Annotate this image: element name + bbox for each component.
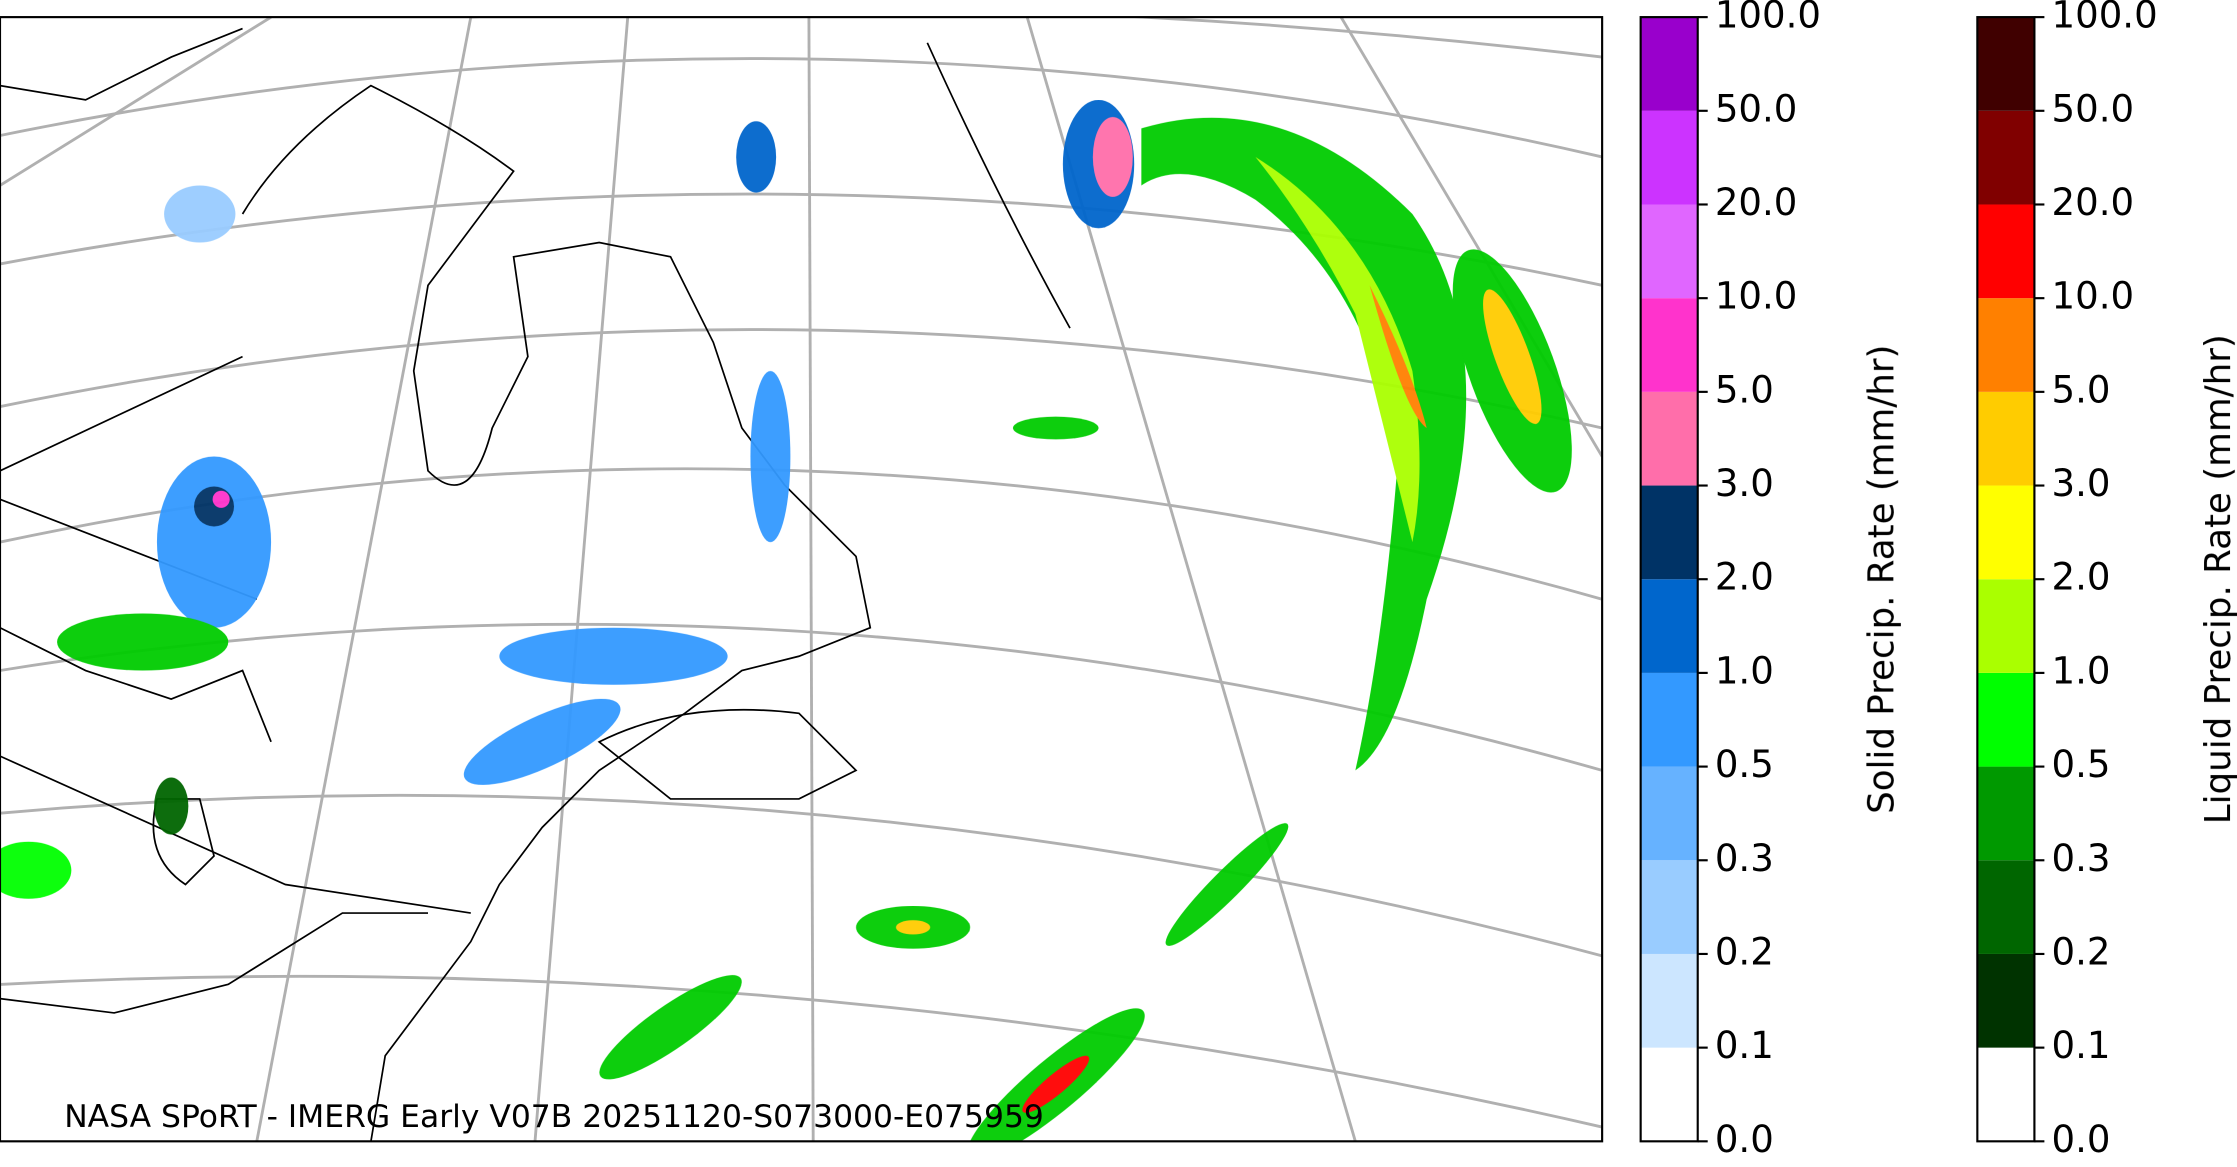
colorbar-segment (1977, 860, 2035, 954)
colorbar-tick-label: 0.5 (2052, 743, 2111, 786)
coastlines (0, 27, 1071, 1142)
colorbars: 0.0 0.1 0.2 0.3 0.5 1.0 2.0 3.0 5.0 10.0 20.0 50.0 1… (1639, 0, 2237, 1161)
colorbar-segment (1977, 579, 2035, 673)
colorbar-segment (1977, 391, 2035, 486)
colorbar-tick-label: 2.0 (2052, 556, 2111, 599)
colorbar-tick-label: 0.2 (2052, 930, 2111, 973)
colorbar-segment (1640, 1047, 1698, 1142)
colorbar-segment (1640, 17, 1698, 111)
colorbar-tick-label: 0.2 (1715, 930, 1774, 973)
colorbar-tick-label: 1.0 (1715, 649, 1774, 692)
colorbar-tick-label: 0.1 (2052, 1024, 2111, 1067)
colorbar-segment (1977, 1047, 2035, 1142)
colorbar-tick-label: 5.0 (2052, 368, 2111, 411)
colorbar-title: Liquid Precip. Rate (mm/hr) (2198, 334, 2237, 824)
colorbar-tick-label: 100.0 (2052, 0, 2158, 37)
colorbar-segment (1977, 672, 2035, 767)
colorbar-tick-label: 10.0 (2052, 275, 2135, 318)
colorbar-segment (1977, 204, 2035, 299)
colorbar-tick-label: 3.0 (2052, 462, 2111, 505)
colorbar: 0.0 0.1 0.2 0.3 0.5 1.0 2.0 3.0 5.0 10.0 20.0 50.0 1… (1976, 0, 2237, 1161)
colorbar-segment (1640, 860, 1698, 954)
map (0, 17, 1603, 1142)
colorbar-segment (1977, 485, 2035, 580)
colorbar-segment (1640, 579, 1698, 673)
colorbar-segment (1640, 953, 1698, 1048)
colorbar-tick-label: 0.3 (1715, 837, 1774, 880)
colorbar-tick-label: 50.0 (2052, 87, 2135, 130)
colorbar-tick-label: 20.0 (2052, 181, 2135, 224)
colorbar-segment (1640, 485, 1698, 580)
colorbar-segment (1640, 672, 1698, 767)
colorbar-tick-label: 2.0 (1715, 556, 1774, 599)
colorbar-tick-label: 0.5 (1715, 743, 1774, 786)
colorbar-segment (1977, 953, 2035, 1048)
colorbar-segment (1977, 766, 2035, 861)
colorbar-tick-label: 3.0 (1715, 462, 1774, 505)
colorbar-segment (1640, 391, 1698, 486)
colorbar-tick-label: 10.0 (1715, 275, 1798, 318)
colorbar-tick-label: 20.0 (1715, 181, 1798, 224)
colorbar-tick-label: 0.0 (1715, 1118, 1774, 1161)
colorbar-tick-label: 0.1 (1715, 1024, 1774, 1067)
colorbar-tick-label: 50.0 (1715, 87, 1798, 130)
colorbar-segment (1977, 17, 2035, 111)
colorbar-title: Solid Precip. Rate (mm/hr) (1861, 345, 1902, 814)
colorbar-segment (1640, 110, 1698, 205)
colorbar-tick-label: 1.0 (2052, 649, 2111, 692)
colorbar-segment (1977, 110, 2035, 205)
colorbar-segment (1640, 204, 1698, 299)
map-caption: NASA SPoRT - IMERG Early V07B 20251120-S… (64, 1099, 1044, 1135)
map-frame (0, 16, 1604, 1143)
colorbar-segment (1640, 298, 1698, 392)
colorbar-tick-label: 0.0 (2052, 1118, 2111, 1161)
precipitation (0, 99, 1572, 1142)
colorbar-tick-label: 0.3 (2052, 837, 2111, 880)
colorbar: 0.0 0.1 0.2 0.3 0.5 1.0 2.0 3.0 5.0 10.0 20.0 50.0 1… (1639, 0, 1902, 1161)
colorbar-segment (1977, 298, 2035, 392)
colorbar-tick-label: 100.0 (1715, 0, 1821, 37)
colorbar-segment (1640, 766, 1698, 861)
colorbar-tick-label: 5.0 (1715, 368, 1774, 411)
